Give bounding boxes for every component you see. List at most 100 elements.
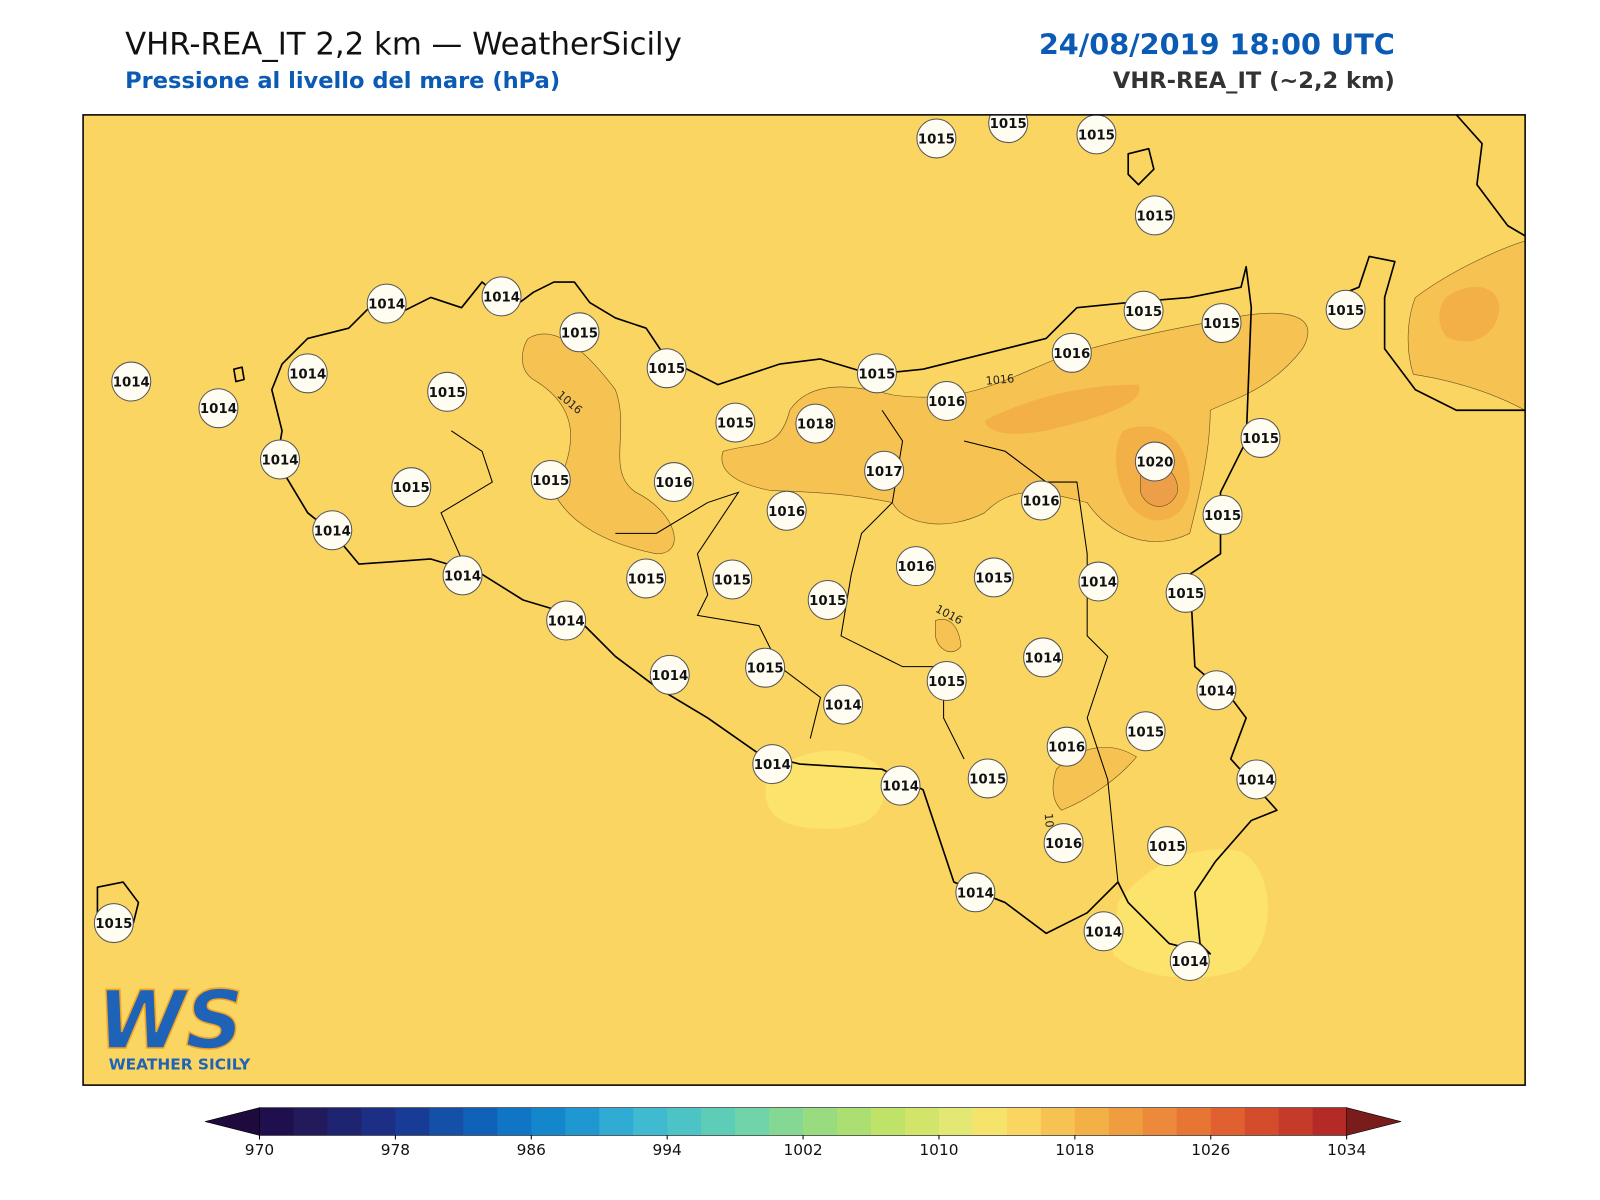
station-value: 1016 — [1045, 837, 1082, 852]
station-value: 1020 — [1136, 456, 1173, 471]
station: 1015 — [715, 402, 756, 443]
station: 1015 — [1125, 711, 1166, 752]
colorbar-bin — [395, 1107, 430, 1136]
colorbar-bin — [735, 1107, 770, 1136]
station-value: 1016 — [928, 395, 965, 410]
station: 1016 — [895, 546, 936, 587]
station-marker — [712, 559, 753, 600]
station-marker — [1123, 290, 1164, 331]
station-marker — [1196, 670, 1237, 711]
station-marker — [653, 462, 694, 503]
station-marker — [427, 371, 468, 412]
colorbar-bin — [1108, 1107, 1144, 1136]
station: 1014 — [823, 684, 864, 725]
station-marker — [481, 276, 522, 317]
colorbar-bin — [803, 1107, 838, 1136]
station-marker — [1078, 561, 1119, 602]
station-marker — [366, 283, 407, 324]
station-marker — [1076, 114, 1117, 155]
station-marker — [1325, 289, 1366, 330]
station: 1015 — [926, 661, 967, 702]
station-marker — [546, 600, 587, 641]
colorbar-bin — [599, 1107, 634, 1136]
station-value: 1015 — [918, 132, 955, 147]
station-marker — [955, 872, 996, 913]
station-value: 1015 — [1242, 432, 1279, 447]
station: 1015 — [1202, 494, 1243, 535]
station: 1014 — [1083, 911, 1124, 952]
station-marker — [646, 348, 687, 389]
station-value: 1015 — [628, 572, 665, 587]
logo-mark: WS — [97, 974, 243, 1067]
station-value: 1015 — [928, 675, 965, 690]
province-border — [440, 409, 1119, 883]
station-marker — [391, 467, 432, 508]
station: 1015 — [1134, 195, 1175, 236]
station-marker — [745, 647, 786, 688]
station: 1014 — [481, 276, 522, 317]
colorbar-bin — [701, 1107, 736, 1136]
high-core — [1439, 286, 1500, 342]
logo: WS WEATHER SICILY — [97, 973, 251, 1074]
colorbar-bin — [1312, 1107, 1348, 1136]
station: 1014 — [1169, 941, 1210, 982]
station-value: 1014 — [200, 402, 237, 417]
colorbar-bin — [633, 1107, 668, 1136]
station-marker — [1021, 480, 1062, 521]
station: 1015 — [1325, 289, 1366, 330]
station: 1014 — [260, 439, 300, 480]
colorbar-bin — [1244, 1107, 1280, 1136]
station-value: 1015 — [717, 417, 754, 432]
colorbar-bin — [429, 1107, 464, 1136]
colorbar-bin — [361, 1107, 396, 1136]
colorbar-bin — [972, 1107, 1008, 1136]
station: 1018 — [795, 403, 836, 444]
colorbar-bin — [497, 1107, 532, 1136]
station-marker — [807, 580, 848, 620]
station-value: 1015 — [1204, 509, 1241, 524]
low-area — [1112, 849, 1268, 978]
subtitle: Pressione al livello del mare (hPa) — [125, 68, 560, 94]
map-area: 1016 1016 1016 10 1015 1015 1015 1015 1014 1014 1… — [83, 114, 1526, 1086]
model: VHR-REA_IT (~2,2 km) — [1113, 68, 1395, 94]
high-area — [522, 333, 675, 555]
colorbar-bin — [1176, 1107, 1212, 1136]
colorbar-bin — [938, 1107, 974, 1136]
date: 24/08/2019 18:00 UTC — [1039, 27, 1395, 61]
colorbar-tick-label: 1026 — [1191, 1141, 1230, 1159]
station-value: 1015 — [1327, 304, 1364, 319]
station-value: 1016 — [1022, 495, 1059, 510]
station-marker — [260, 439, 300, 480]
logo-caption: WEATHER SICILY — [109, 1056, 251, 1074]
station-value: 1015 — [532, 474, 569, 489]
colorbar-bin — [1142, 1107, 1178, 1136]
station-value: 1014 — [1080, 576, 1117, 591]
station-marker — [880, 765, 921, 806]
colorbar-tick-label: 970 — [245, 1141, 274, 1159]
station: 1015 — [559, 312, 600, 353]
station-marker — [559, 312, 600, 353]
station: 1014 — [546, 600, 587, 641]
station-marker — [916, 118, 957, 159]
station: 1016 — [766, 490, 807, 531]
colorbar-bin — [1040, 1107, 1076, 1136]
station: 1016 — [653, 462, 694, 503]
station-value: 1014 — [314, 524, 351, 539]
station-value: 1015 — [1136, 209, 1173, 224]
station-marker — [1134, 195, 1175, 236]
colorbar-bin — [327, 1107, 362, 1136]
station-marker — [1023, 637, 1064, 678]
station: 1020 — [1134, 441, 1175, 482]
station-marker — [1201, 303, 1242, 344]
colorbar-bin — [1006, 1107, 1042, 1136]
map-background — [83, 114, 1526, 1086]
station-value: 1015 — [1078, 128, 1115, 143]
colorbar-bin — [463, 1107, 498, 1136]
station-marker — [1083, 911, 1124, 952]
station-value: 1014 — [368, 298, 405, 313]
station-marker — [1202, 494, 1243, 535]
station-marker — [1165, 572, 1206, 613]
station-value: 1014 — [754, 758, 791, 773]
station: 1015 — [916, 118, 957, 159]
